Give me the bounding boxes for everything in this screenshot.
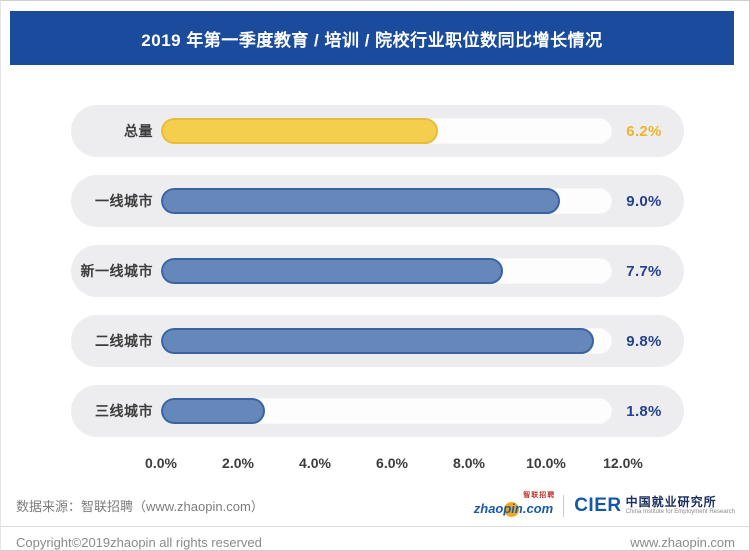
bar-fill (161, 258, 504, 284)
bar-row-tier2-cities: 二线城市 9.8% (71, 315, 684, 367)
cier-logo-chinese-name: 中国就业研究所 (625, 494, 717, 509)
bar-row-tier1-cities: 一线城市 9.0% (71, 175, 684, 227)
bar-row-new-tier1-cities: 新一线城市 7.7% (71, 245, 684, 297)
bar-track (161, 328, 612, 354)
bar-track (161, 398, 612, 424)
bar-track (161, 258, 612, 284)
bar-value: 1.8% (626, 402, 662, 420)
x-axis-tick: 12.0% (603, 455, 643, 471)
bar-track (161, 188, 612, 214)
bar-value: 7.7% (626, 262, 662, 280)
bar-fill (161, 188, 560, 214)
bar-label: 总量 (124, 123, 153, 139)
x-axis: 0.0% 2.0% 4.0% 6.0% 8.0% 10.0% 12.0% (135, 455, 649, 471)
bar-label: 二线城市 (95, 333, 153, 349)
zhaopin-logo-tagline: 智联招聘 (523, 492, 556, 499)
chart-title-banner: 2019 年第一季度教育 / 培训 / 院校行业职位数同比增长情况 (10, 11, 734, 65)
website-text: www.zhaopin.com (630, 535, 735, 550)
cier-logo-names: 中国就业研究所 China Institute for Employment R… (625, 494, 735, 516)
x-axis-tick: 4.0% (299, 455, 331, 471)
x-axis-tick: 10.0% (526, 455, 566, 471)
footer-divider (1, 526, 749, 527)
bar-track (161, 118, 612, 144)
bar-fill (161, 398, 265, 424)
footer-logos: 智联招聘 zhaopin.com CIER 中国就业研究所 China Inst… (473, 492, 735, 518)
data-source-text: 数据来源：智联招聘（www.zhaopin.com） (16, 499, 264, 514)
bar-fill (161, 118, 439, 144)
page-title: 2019 年第一季度教育 / 培训 / 院校行业职位数同比增长情况 (141, 30, 603, 50)
bar-value: 6.2% (626, 122, 662, 140)
zhaopin-logo: 智联招聘 zhaopin.com (473, 492, 556, 518)
bar-label: 一线城市 (95, 193, 153, 209)
bar-row-total: 总量 6.2% (71, 105, 684, 157)
bar-label: 新一线城市 (80, 263, 153, 279)
x-axis-tick: 6.0% (376, 455, 408, 471)
logo-divider (563, 494, 565, 517)
footer-source-row: 数据来源：智联招聘（www.zhaopin.com） 智联招聘 zhaopin.… (16, 492, 735, 518)
footer-copyright-row: Copyright©2019zhaopin all rights reserve… (16, 535, 735, 550)
x-axis-tick: 2.0% (222, 455, 254, 471)
bar-chart: 总量 6.2% 一线城市 9.0% 新一线城市 7.7% 二线城市 (71, 105, 684, 437)
cier-logo-english-name: China Institute for Employment Research (625, 508, 735, 515)
cier-logo-text: CIER (574, 494, 622, 516)
bar-value: 9.0% (626, 192, 662, 210)
cier-logo: CIER 中国就业研究所 China Institute for Employm… (574, 495, 735, 517)
x-axis-tick: 0.0% (145, 455, 177, 471)
bar-fill (161, 328, 595, 354)
bar-row-tier3-cities: 三线城市 1.8% (71, 385, 684, 437)
bar-value: 9.8% (626, 332, 662, 350)
copyright-text: Copyright©2019zhaopin all rights reserve… (16, 535, 262, 550)
x-axis-tick: 8.0% (453, 455, 485, 471)
bar-label: 三线城市 (95, 403, 153, 419)
zhaopin-logo-text: zhaopin.com (473, 501, 554, 516)
zhaopin-logo-circle-icon (503, 502, 519, 517)
